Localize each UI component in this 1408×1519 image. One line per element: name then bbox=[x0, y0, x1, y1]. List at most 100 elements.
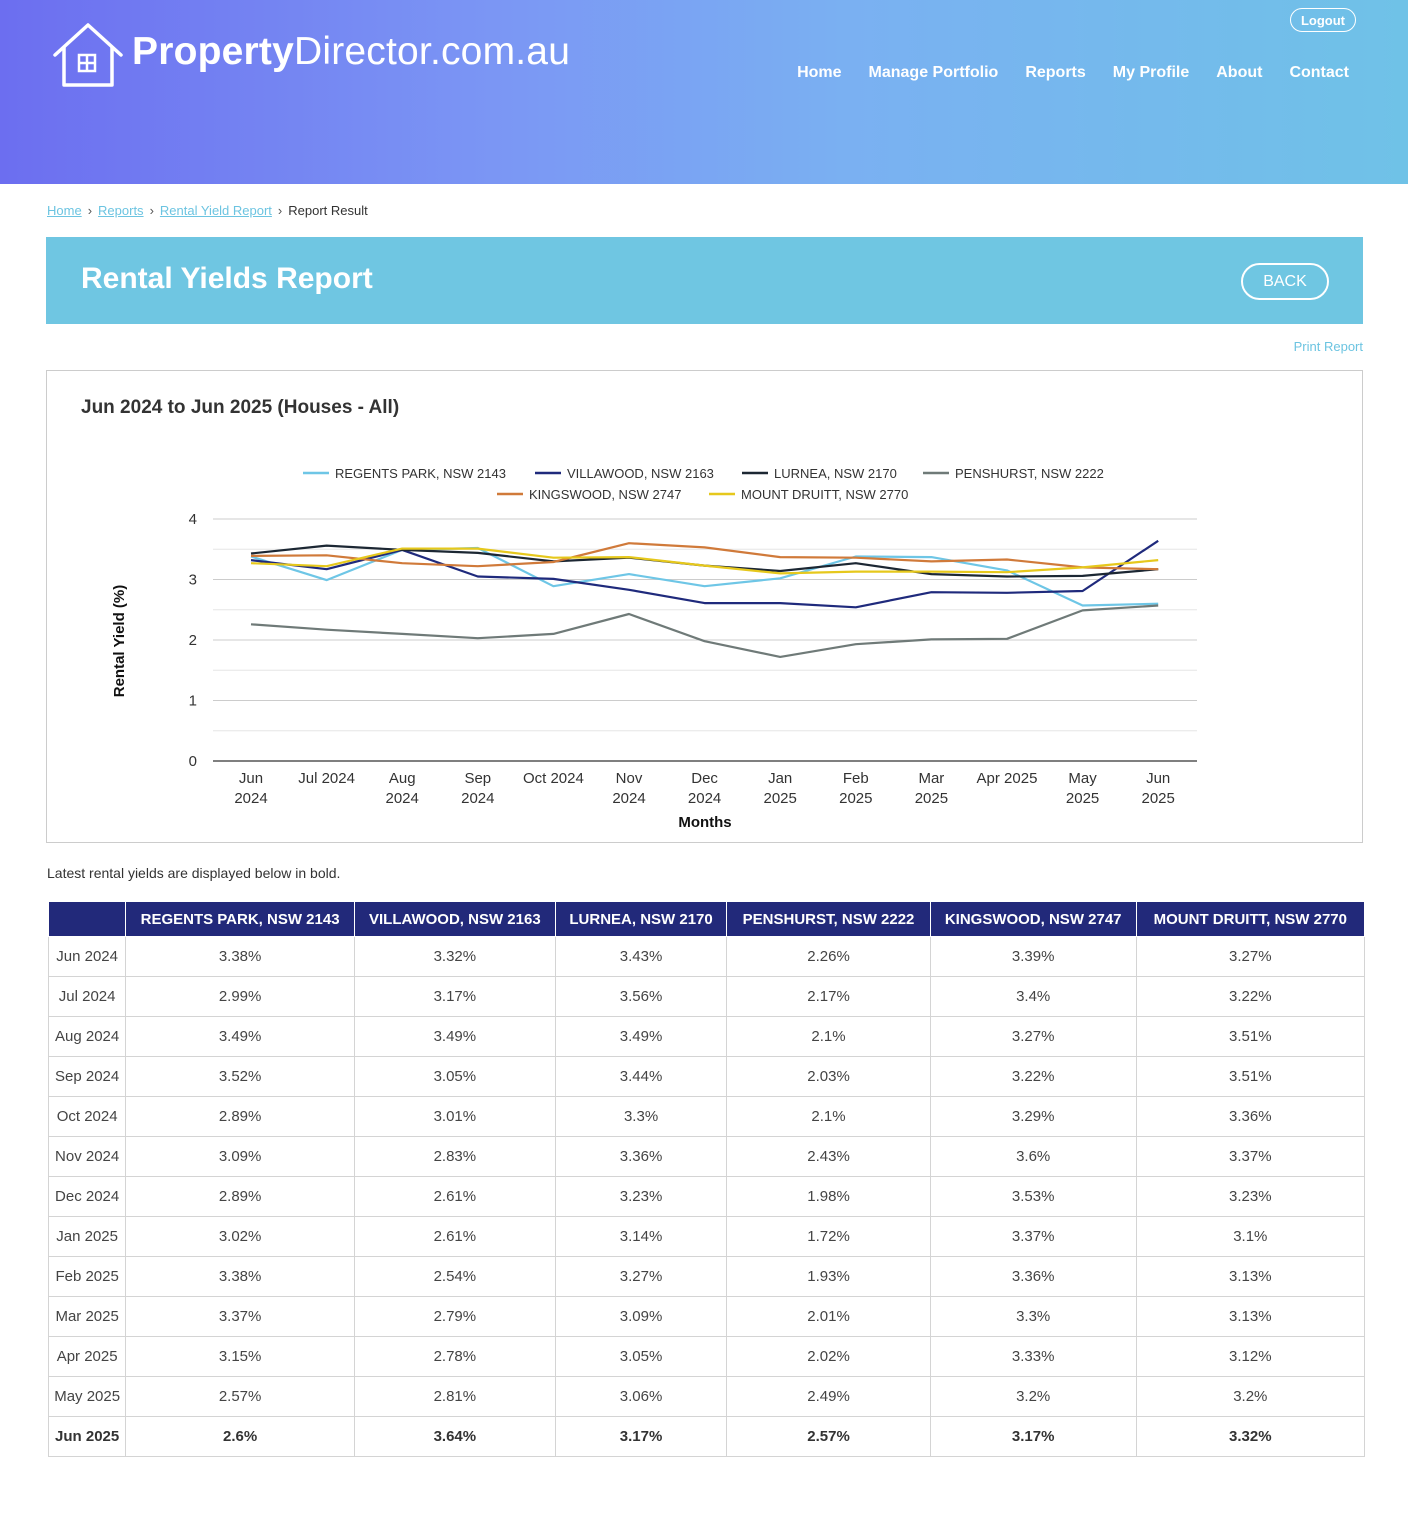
table-header-suburb: REGENTS PARK, NSW 2143 bbox=[125, 901, 355, 937]
table-cell-yield: 3.27% bbox=[929, 1016, 1137, 1057]
table-cell-yield: 2.43% bbox=[726, 1136, 931, 1177]
table-cell-month: Nov 2024 bbox=[47, 1136, 127, 1177]
table-header-suburb: VILLAWOOD, NSW 2163 bbox=[353, 901, 556, 937]
y-tick-label: 3 bbox=[189, 572, 197, 589]
table-header-row: REGENTS PARK, NSW 2143 VILLAWOOD, NSW 216… bbox=[47, 901, 1366, 937]
table-cell-yield: 2.89% bbox=[125, 1096, 355, 1137]
table-cell-yield: 3.56% bbox=[554, 976, 728, 1017]
table-cell-yield: 2.54% bbox=[353, 1256, 556, 1297]
table-cell-yield: 3.38% bbox=[125, 936, 355, 977]
table-row: Jul 2024 2.99% 3.17% 3.56% 2.17% 3.4% 3.22% bbox=[47, 976, 1366, 1017]
line-chart: 0 1 2 3 4 Jun 2024 Jul 2024 Aug 2024 Sep 2024 Oct 20… bbox=[111, 466, 1197, 831]
x-tick-label: Mar 2025 bbox=[915, 770, 948, 807]
table-cell-yield: 3.64% bbox=[353, 1416, 556, 1457]
page-title: Rental Yields Report bbox=[81, 262, 373, 295]
x-axis-title: Months bbox=[678, 814, 731, 831]
breadcrumb-rental-yield-report[interactable]: Rental Yield Report bbox=[159, 203, 272, 218]
print-report-link[interactable]: Print Report bbox=[1293, 339, 1363, 354]
table-cell-yield: 3.01% bbox=[353, 1096, 556, 1137]
table-cell-month: Jan 2025 bbox=[47, 1216, 127, 1257]
table-row: May 2025 2.57% 2.81% 3.06% 2.49% 3.2% 3.2% bbox=[47, 1376, 1366, 1417]
table-cell-yield: 3.32% bbox=[353, 936, 556, 977]
table-row: Nov 2024 3.09% 2.83% 3.36% 2.43% 3.6% 3.37% bbox=[47, 1136, 1366, 1177]
rental-yield-table: REGENTS PARK, NSW 2143 VILLAWOOD, NSW 216… bbox=[47, 901, 1366, 1457]
table-cell-yield: 3.37% bbox=[929, 1216, 1137, 1257]
legend-label: MOUNT DRUITT, NSW 2770 bbox=[741, 487, 908, 502]
table-cell-yield: 2.79% bbox=[353, 1296, 556, 1337]
series-line bbox=[250, 547, 1159, 575]
table-cell-month: Feb 2025 bbox=[47, 1256, 127, 1297]
table-cell-yield: 3.43% bbox=[554, 936, 728, 977]
table-row: Aug 2024 3.49% 3.49% 3.49% 2.1% 3.27% 3.51% bbox=[47, 1016, 1366, 1057]
table-cell-month: Sep 2024 bbox=[47, 1056, 127, 1097]
table-cell-yield: 3.36% bbox=[554, 1136, 728, 1177]
x-tick-label: Aug 2024 bbox=[386, 770, 419, 807]
table-cell-month: May 2025 bbox=[47, 1376, 127, 1417]
table-row: Feb 2025 3.38% 2.54% 3.27% 1.93% 3.36% 3.13% bbox=[47, 1256, 1366, 1297]
table-cell-yield: 3.36% bbox=[1135, 1096, 1366, 1137]
nav-home[interactable]: Home bbox=[797, 64, 842, 81]
legend-label: VILLAWOOD, NSW 2163 bbox=[567, 466, 714, 481]
table-cell-yield: 3.27% bbox=[1135, 936, 1366, 977]
table-cell-yield: 3.2% bbox=[1135, 1376, 1366, 1417]
table-cell-yield: 3.6% bbox=[929, 1136, 1137, 1177]
x-tick-label: Jan 2025 bbox=[764, 770, 797, 807]
table-cell-yield: 2.1% bbox=[726, 1096, 931, 1137]
table-cell-yield: 3.38% bbox=[125, 1256, 355, 1297]
table-body: Jun 2024 3.38% 3.32% 3.43% 2.26% 3.39% 3.27% Ju… bbox=[47, 936, 1366, 1457]
table-cell-yield: 3.3% bbox=[929, 1296, 1137, 1337]
series-line bbox=[250, 604, 1159, 658]
site-logo[interactable]: PropertyDirector.com.au bbox=[52, 20, 570, 90]
table-cell-yield: 3.05% bbox=[353, 1056, 556, 1097]
table-row: Jan 2025 3.02% 2.61% 3.14% 1.72% 3.37% 3.1% bbox=[47, 1216, 1366, 1257]
table-cell-month: Mar 2025 bbox=[47, 1296, 127, 1337]
table-cell-yield: 2.03% bbox=[726, 1056, 931, 1097]
table-row: Apr 2025 3.15% 2.78% 3.05% 2.02% 3.33% 3.12% bbox=[47, 1336, 1366, 1377]
table-cell-yield: 3.3% bbox=[554, 1096, 728, 1137]
x-tick-label: Sep 2024 bbox=[461, 770, 494, 807]
table-cell-yield: 3.37% bbox=[1135, 1136, 1366, 1177]
nav-contact[interactable]: Contact bbox=[1289, 64, 1349, 81]
table-cell-yield: 2.99% bbox=[125, 976, 355, 1017]
table-cell-yield: 2.83% bbox=[353, 1136, 556, 1177]
breadcrumb-home[interactable]: Home bbox=[47, 203, 82, 218]
table-cell-yield: 3.09% bbox=[554, 1296, 728, 1337]
table-header-suburb: KINGSWOOD, NSW 2747 bbox=[929, 901, 1137, 937]
chevron-right-icon: › bbox=[149, 203, 154, 218]
main-nav: Home Manage Portfolio Reports My Profile… bbox=[797, 64, 1349, 82]
series-line bbox=[250, 542, 1159, 571]
nav-my-profile[interactable]: My Profile bbox=[1112, 64, 1190, 81]
nav-manage-portfolio[interactable]: Manage Portfolio bbox=[868, 64, 999, 81]
table-cell-yield: 2.01% bbox=[726, 1296, 931, 1337]
table-cell-yield: 2.6% bbox=[125, 1416, 355, 1457]
nav-about[interactable]: About bbox=[1216, 64, 1263, 81]
x-tick-label: Jun 2025 bbox=[1142, 770, 1175, 807]
back-button[interactable]: BACK bbox=[1241, 263, 1329, 300]
table-cell-yield: 3.13% bbox=[1135, 1256, 1366, 1297]
table-cell-yield: 3.17% bbox=[929, 1416, 1137, 1457]
nav-reports[interactable]: Reports bbox=[1025, 64, 1086, 81]
table-row: Oct 2024 2.89% 3.01% 3.3% 2.1% 3.29% 3.36% bbox=[47, 1096, 1366, 1137]
legend-label: PENSHURST, NSW 2222 bbox=[955, 466, 1104, 481]
table-cell-yield: 3.39% bbox=[929, 936, 1137, 977]
x-tick-label: Jul 2024 bbox=[298, 770, 355, 787]
table-cell-month: Jun 2025 bbox=[47, 1416, 127, 1457]
table-cell-yield: 3.12% bbox=[1135, 1336, 1366, 1377]
chevron-right-icon: › bbox=[277, 203, 283, 218]
logo-wordmark: PropertyDirector.com.au bbox=[132, 30, 570, 74]
legend-label: LURNEA, NSW 2170 bbox=[774, 466, 897, 481]
table-cell-yield: 1.98% bbox=[726, 1176, 931, 1217]
legend-label: KINGSWOOD, NSW 2747 bbox=[529, 487, 681, 502]
table-header-month bbox=[47, 901, 127, 937]
x-tick-label: Apr 2025 bbox=[977, 770, 1038, 787]
logo-regular-text: Director.com.au bbox=[293, 30, 571, 73]
chevron-right-icon: › bbox=[87, 203, 93, 218]
logout-button[interactable]: Logout bbox=[1290, 8, 1356, 32]
table-cell-yield: 3.49% bbox=[125, 1016, 355, 1057]
table-cell-yield: 1.93% bbox=[726, 1256, 931, 1297]
table-cell-yield: 1.72% bbox=[726, 1216, 931, 1257]
table-cell-yield: 3.37% bbox=[125, 1296, 355, 1337]
table-cell-yield: 2.02% bbox=[726, 1336, 931, 1377]
breadcrumb-reports[interactable]: Reports bbox=[98, 203, 144, 218]
breadcrumb-current: Report Result bbox=[288, 203, 368, 218]
